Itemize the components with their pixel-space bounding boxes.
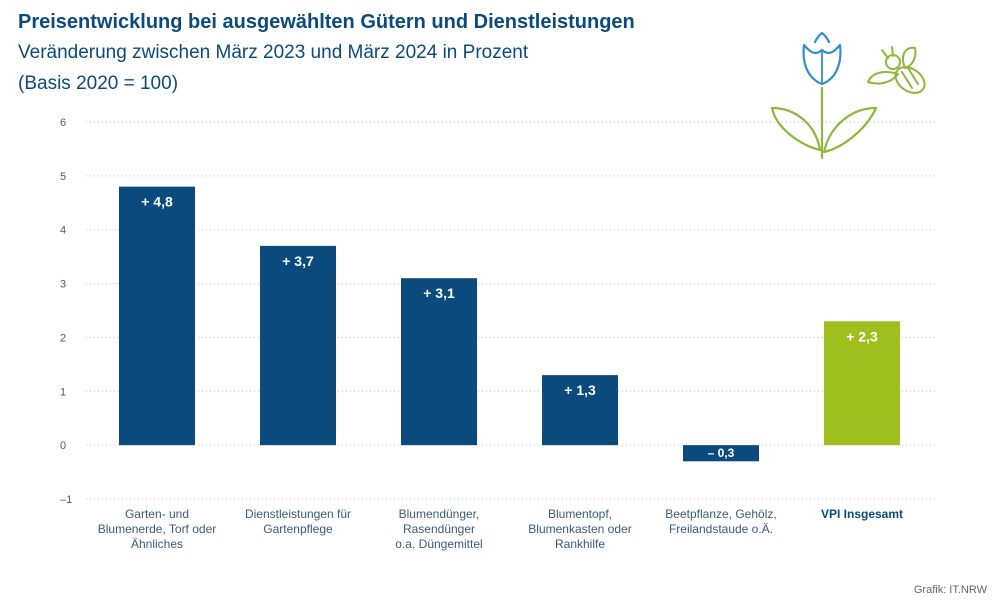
bar — [824, 321, 900, 446]
bar-value-label: + 2,3 — [846, 328, 878, 344]
category-label: o.a. Düngemittel — [395, 537, 482, 551]
y-tick-label: 2 — [60, 332, 66, 344]
category-label: Beetpflanze, Gehölz, — [665, 507, 776, 521]
bar-value-label: + 3,7 — [282, 253, 314, 269]
y-tick-label: 0 — [60, 440, 66, 452]
chart-subtitle-basis: (Basis 2020 = 100) — [18, 73, 179, 94]
category-label: Garten- und — [125, 507, 189, 521]
category-label: VPI Insgesamt — [821, 507, 903, 521]
bar — [683, 445, 759, 462]
y-tick-label: –1 — [60, 494, 72, 506]
bee-icon — [867, 46, 926, 94]
bar — [119, 186, 195, 446]
y-axis-ticks: 6 5 4 3 2 1 0 –1 — [60, 117, 72, 506]
gridlines — [86, 121, 935, 500]
category-label: Gartenpflege — [263, 522, 333, 536]
bar-value-label: – 0,3 — [708, 446, 735, 460]
chart-subtitle: Veränderung zwischen März 2023 und März … — [18, 42, 529, 63]
chart-title: Preisentwicklung bei ausgewählten Gütern… — [18, 11, 635, 33]
category-label: Rankhilfe — [555, 537, 605, 551]
bar — [542, 375, 618, 446]
bar — [401, 278, 477, 446]
category-label: Rasendünger — [403, 522, 475, 536]
category-label: Blumenerde, Torf oder — [98, 522, 217, 536]
tulip-icon — [770, 31, 878, 160]
y-tick-label: 6 — [60, 117, 66, 129]
y-tick-label: 1 — [60, 386, 66, 398]
category-label: Freilandstaude o.Ä. — [669, 522, 773, 536]
y-tick-label: 4 — [60, 225, 66, 237]
bar — [260, 245, 336, 446]
value-labels: + 4,8 + 3,7 + 3,1 + 1,3 – 0,3 + 2,3 — [141, 194, 878, 461]
category-label: Blumenkasten oder — [528, 522, 631, 536]
source-credit: Grafik: IT.NRW — [913, 584, 987, 596]
bars — [119, 186, 900, 462]
category-label: Blumentopf, — [548, 507, 612, 521]
bar-value-label: + 3,1 — [423, 285, 455, 301]
bar-value-label: + 4,8 — [141, 194, 173, 210]
category-label: Dienstleistungen für — [245, 507, 351, 521]
category-label: Ähnliches — [131, 537, 183, 551]
y-tick-label: 5 — [60, 171, 66, 183]
category-label: Blumendünger, — [399, 507, 480, 521]
y-tick-label: 3 — [60, 279, 66, 291]
bar-value-label: + 1,3 — [564, 382, 596, 398]
